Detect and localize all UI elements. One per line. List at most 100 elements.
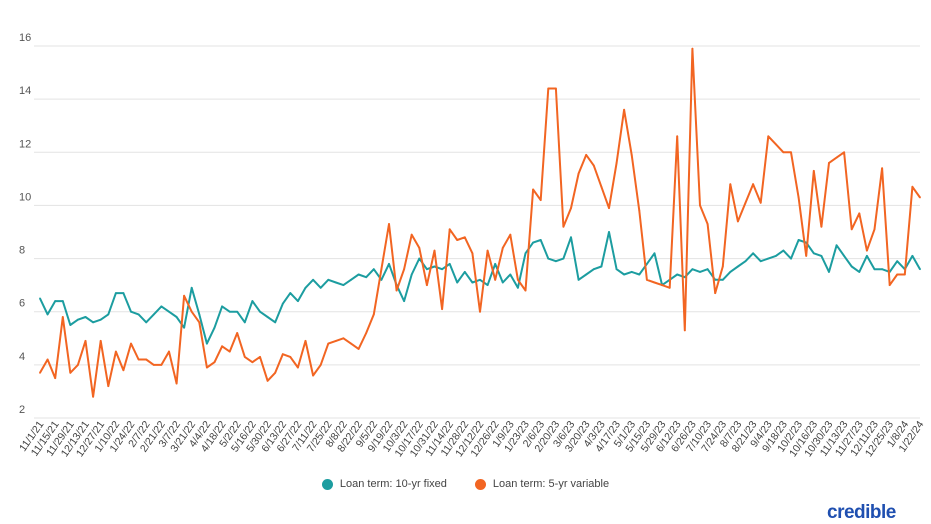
data-point-s1-53	[441, 308, 443, 310]
data-point-s0-67	[547, 257, 550, 260]
data-point-s1-19	[183, 294, 186, 297]
data-point-s0-51	[425, 268, 428, 271]
data-point-s0-50	[418, 257, 421, 260]
data-point-s0-6	[84, 316, 87, 318]
y-axis-ticks: 2 4 6 8 10 12 14 16	[19, 32, 31, 416]
data-point-s0-93	[744, 260, 747, 263]
data-point-s1-84	[676, 135, 679, 138]
data-point-s1-97	[774, 143, 777, 146]
data-point-s0-105	[835, 244, 838, 247]
data-point-s1-46	[388, 223, 390, 225]
data-point-s1-9	[107, 385, 110, 388]
data-point-s1-89	[714, 292, 717, 295]
data-point-s1-98	[782, 151, 785, 154]
legend-marker-10yr-fixed-icon	[321, 478, 333, 490]
data-point-s0-60	[494, 262, 497, 265]
data-point-s0-54	[448, 262, 451, 265]
data-point-s1-78	[630, 154, 633, 156]
data-point-s0-61	[501, 281, 504, 284]
data-point-s1-24	[221, 345, 223, 348]
data-point-s1-72	[585, 154, 588, 156]
data-point-s0-32	[281, 302, 284, 305]
data-point-s0-91	[729, 270, 732, 273]
data-point-s1-86	[691, 47, 694, 50]
data-point-s0-88	[706, 268, 709, 271]
data-point-s0-73	[592, 268, 595, 271]
y-tick-label-10: 10	[19, 191, 31, 203]
series-line-0	[39, 231, 921, 345]
data-point-s1-111	[881, 167, 883, 170]
data-point-s1-49	[410, 233, 413, 236]
y-tick-label-4: 4	[19, 351, 25, 363]
data-point-s0-14	[145, 321, 148, 324]
data-point-s0-34	[297, 300, 299, 302]
data-point-s1-77	[623, 108, 626, 111]
data-point-s0-26	[236, 310, 239, 313]
data-point-s0-96	[767, 257, 770, 260]
data-point-s1-60	[494, 278, 497, 281]
data-point-s0-48	[403, 300, 406, 302]
data-point-s1-51	[425, 284, 428, 287]
data-point-s0-90	[721, 278, 724, 281]
data-point-s0-19	[183, 326, 186, 329]
data-point-s1-110	[873, 228, 876, 231]
data-point-s0-36	[312, 278, 315, 281]
data-point-s1-0	[39, 371, 41, 374]
legend-item-10yr-fixed[interactable]: Loan term: 10-yr fixed	[321, 478, 447, 490]
data-point-s0-38	[327, 278, 330, 281]
data-point-s1-73	[592, 164, 595, 167]
data-point-s1-81	[653, 281, 656, 284]
data-point-s0-106	[843, 255, 846, 257]
data-point-s1-67	[547, 87, 550, 90]
data-point-s1-13	[137, 358, 140, 361]
data-point-s0-63	[517, 286, 519, 289]
legend-item-5yr-variable[interactable]: Loan term: 5-yr variable	[474, 478, 609, 490]
data-point-s0-7	[92, 321, 95, 324]
data-point-s1-65	[532, 188, 535, 191]
legend-marker-5yr-variable-icon	[474, 478, 486, 490]
data-point-s0-0	[39, 297, 41, 300]
data-point-s1-33	[289, 355, 292, 358]
data-point-s1-50	[418, 247, 421, 249]
data-point-s0-100	[797, 239, 800, 241]
data-point-s0-58	[479, 278, 481, 281]
data-point-s1-108	[858, 212, 861, 215]
data-point-s1-54	[448, 228, 451, 231]
data-point-s1-100	[797, 196, 800, 199]
data-point-s1-22	[205, 366, 208, 369]
data-point-s1-56	[463, 236, 466, 239]
data-point-s0-42	[357, 273, 360, 276]
data-point-s0-43	[365, 276, 368, 279]
data-point-s0-25	[228, 310, 231, 313]
data-point-s0-75	[608, 231, 610, 233]
data-point-s1-6	[84, 340, 87, 342]
data-point-s1-79	[638, 209, 641, 212]
data-point-s0-13	[137, 313, 140, 316]
data-point-s0-37	[319, 286, 322, 289]
data-point-s1-45	[380, 268, 383, 271]
data-point-s1-21	[198, 321, 201, 324]
data-point-s0-31	[274, 321, 277, 324]
data-point-s0-69	[562, 257, 565, 260]
data-point-s0-74	[600, 265, 603, 268]
data-point-s1-7	[92, 395, 95, 398]
data-point-s0-20	[190, 286, 193, 289]
data-point-s1-52	[433, 249, 436, 252]
data-point-s0-107	[850, 265, 853, 268]
data-point-s1-35	[304, 340, 307, 342]
data-point-s0-16	[160, 305, 163, 308]
gridlines	[34, 45, 920, 419]
data-point-s1-10	[114, 350, 117, 353]
data-point-s0-55	[456, 281, 459, 284]
data-point-s0-86	[691, 268, 694, 271]
data-point-s1-43	[365, 332, 368, 334]
data-point-s1-29	[259, 355, 261, 358]
data-point-s1-116	[919, 196, 921, 199]
data-point-s0-78	[630, 270, 633, 273]
data-point-s1-17	[168, 350, 170, 353]
data-point-s0-66	[539, 239, 542, 241]
y-tick-label-16: 16	[19, 32, 31, 44]
data-point-s1-18	[175, 382, 178, 385]
data-point-s1-115	[911, 185, 914, 188]
data-point-s1-20	[190, 310, 193, 313]
